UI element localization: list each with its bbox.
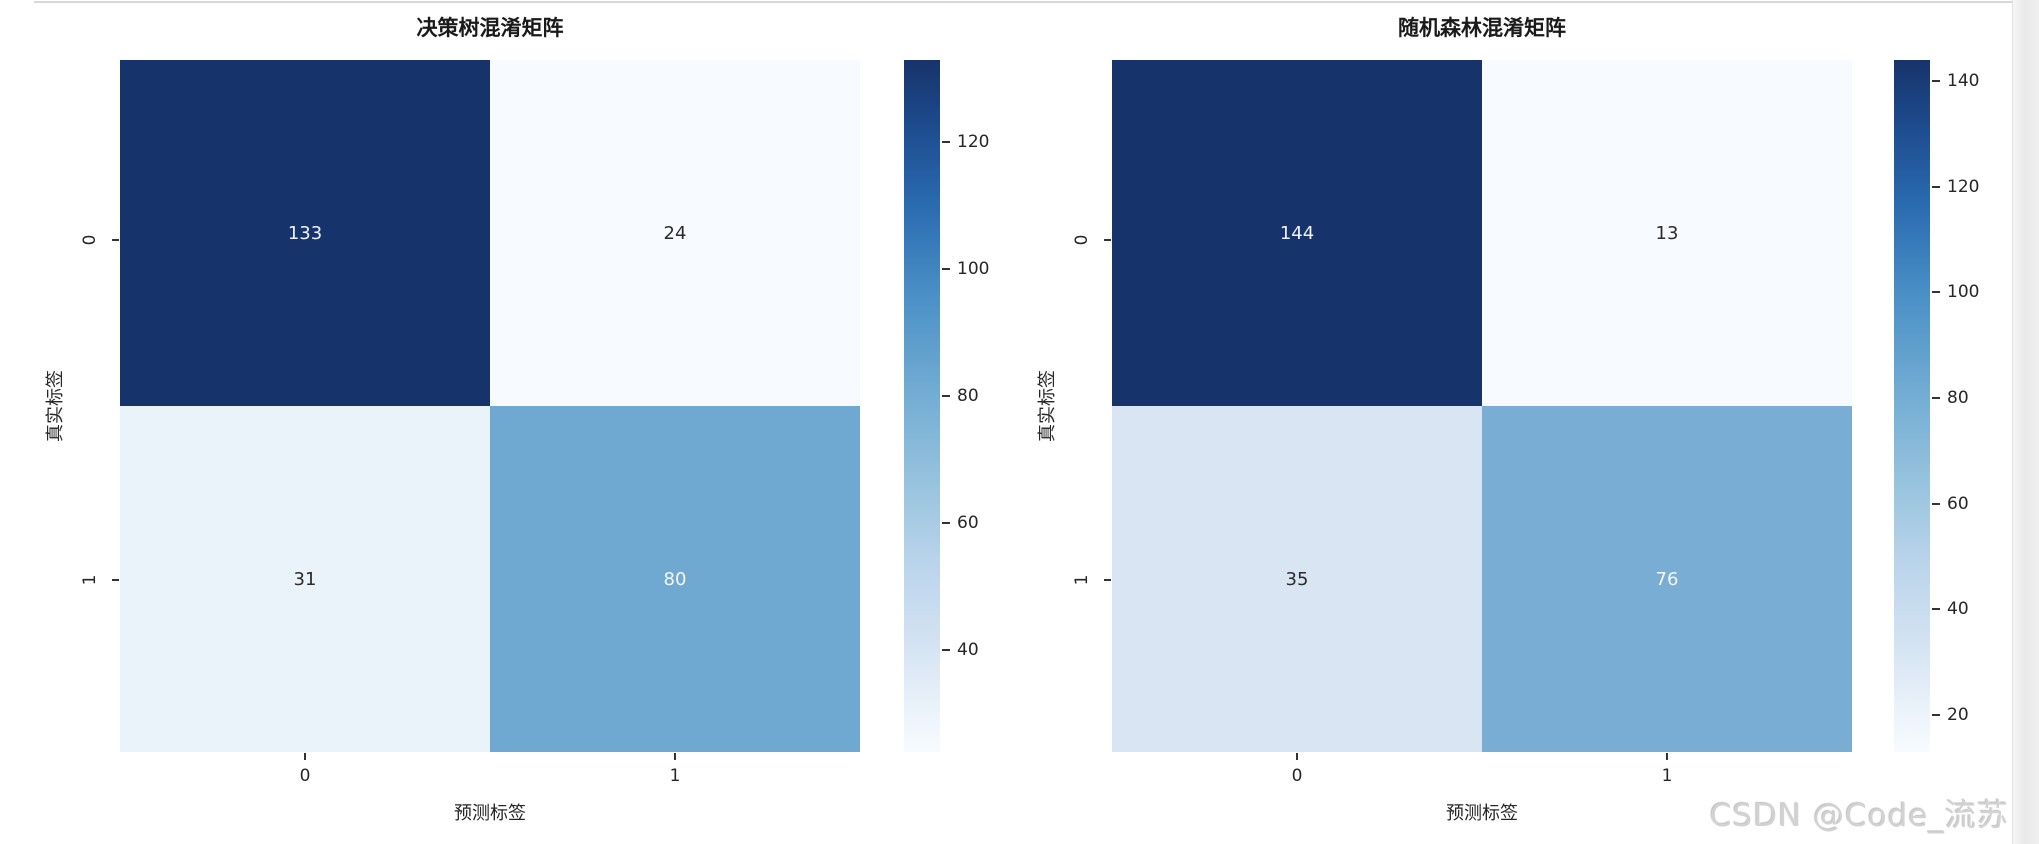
cell-value: 13 [1655,222,1679,244]
x-tick-label: 0 [299,766,311,786]
colorbar-tick-mark [1932,80,1940,82]
colorbar: 140 120 100 80 60 40 20 [1894,60,1979,752]
colorbar-tick-mark [1932,714,1940,716]
colorbar-tick-label: 100 [1947,282,1980,302]
x-tick-mark [1296,753,1298,760]
decision-tree-heatmap: 133 24 31 80 [120,60,860,752]
y-axis-label: 真实标签 [45,370,66,442]
matrix-cell: 13 [1482,60,1852,406]
x-tick-mark [674,753,676,760]
colorbar-tick-mark [942,141,950,143]
y-tick-label: 1 [80,574,100,586]
y-tick-mark [112,579,119,581]
colorbar-tick-label: 20 [1947,705,1969,725]
matrix-cell: 80 [490,406,860,752]
colorbar-tick-mark [1932,503,1940,505]
top-divider-line [34,1,2012,3]
colorbar-tick-mark [1932,608,1940,610]
colorbar-tick-mark [942,649,950,651]
cell-value: 35 [1285,568,1309,590]
colorbar-tick-label: 100 [957,259,990,279]
x-tick-label: 0 [1291,766,1303,786]
colorbar-tick-label: 120 [957,132,990,152]
matrix-cell: 24 [490,60,860,406]
colorbar: 120 100 80 60 40 [904,60,989,752]
colorbar-tick-label: 140 [1947,71,1980,91]
y-tick-label: 1 [1072,574,1092,586]
y-axis-label: 真实标签 [1037,370,1058,442]
matrix-cell: 133 [120,60,490,406]
cell-value: 144 [1279,222,1315,244]
x-axis-label: 预测标签 [454,803,526,824]
cell-value: 31 [293,568,317,590]
colorbar-tick-label: 40 [957,640,979,660]
random-forest-heatmap: 144 13 35 76 [1112,60,1852,752]
random-forest-title: 随机森林混淆矩阵 [1398,16,1566,40]
x-tick-label: 1 [1661,766,1673,786]
vertical-scrollbar[interactable] [2012,0,2039,844]
decision-tree-title: 决策树混淆矩阵 [416,16,564,40]
cell-value: 80 [663,568,687,590]
y-tick-mark [1104,239,1111,241]
colorbar-tick-label: 80 [1947,388,1969,408]
x-tick-mark [1666,753,1668,760]
y-tick-label: 0 [80,234,100,246]
matrix-cell: 35 [1112,406,1482,752]
colorbar-tick-mark [1932,397,1940,399]
colorbar-tick-label: 120 [1947,177,1980,197]
x-tick-label: 1 [669,766,681,786]
y-tick-label: 0 [1072,234,1092,246]
csdn-watermark: CSDN @Code_流苏 [1709,798,2009,834]
colorbar-tick-mark [1932,291,1940,293]
matrix-cell: 76 [1482,406,1852,752]
cell-value: 24 [663,222,687,244]
cell-value: 76 [1655,568,1679,590]
matrix-cell: 144 [1112,60,1482,406]
colorbar-tick-label: 40 [1947,599,1969,619]
y-tick-mark [112,239,119,241]
y-tick-mark [1104,579,1111,581]
matrix-cell: 31 [120,406,490,752]
colorbar-tick-mark [942,522,950,524]
colorbar-tick-mark [942,395,950,397]
colorbar-tick-label: 60 [1947,494,1969,514]
colorbar-tick-label: 60 [957,513,979,533]
colorbar-tick-label: 80 [957,386,979,406]
cell-value: 133 [287,222,323,244]
x-axis-label: 预测标签 [1446,803,1518,824]
x-tick-mark [304,753,306,760]
colorbar-tick-mark [1932,186,1940,188]
colorbar-tick-mark [942,268,950,270]
